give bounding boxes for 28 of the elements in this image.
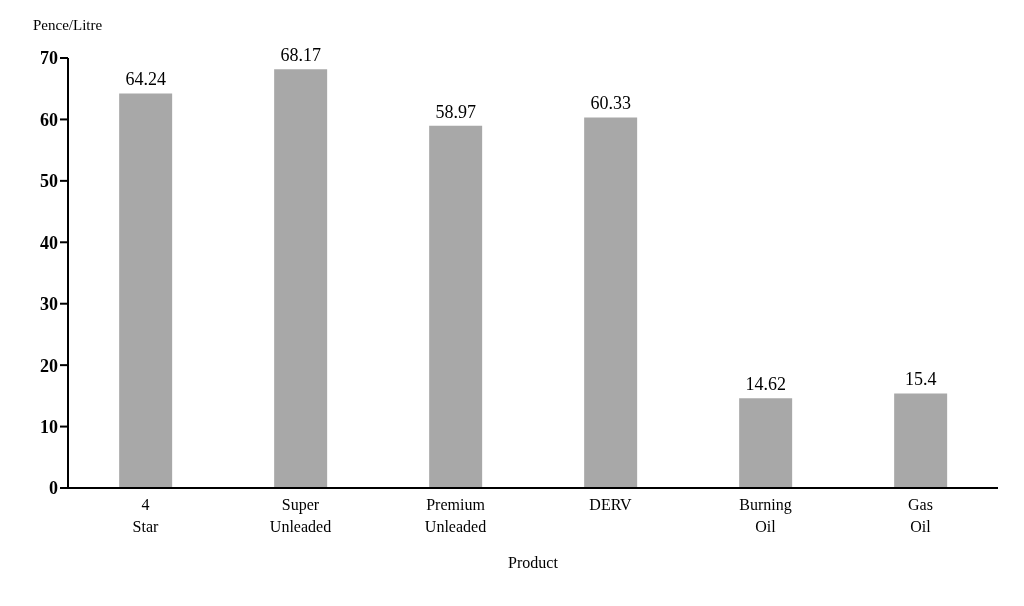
- x-axis-title: Product: [508, 554, 559, 571]
- bar: [894, 393, 948, 488]
- x-tick-label: Gas Oil: [908, 496, 933, 535]
- bar: [429, 125, 483, 488]
- y-tick-label: 30: [40, 294, 58, 315]
- y-tick-label: 40: [40, 232, 58, 253]
- data-label: 64.24: [125, 69, 166, 90]
- bar: [274, 69, 328, 488]
- y-tick-label: 0: [49, 478, 58, 499]
- data-label: 58.97: [435, 101, 476, 122]
- data-label: 68.17: [280, 45, 321, 66]
- data-label: 60.33: [590, 93, 631, 114]
- bar: [584, 117, 638, 488]
- x-tick-label: 4 Star: [132, 496, 160, 535]
- y-axis-title: Pence/Litre: [33, 17, 103, 33]
- x-tick-label: Burning Oil: [739, 496, 792, 535]
- x-tick-label: DERV: [589, 496, 633, 513]
- x-tick-label: Premium Unleaded: [424, 496, 487, 535]
- data-label: 14.62: [745, 374, 786, 395]
- data-label: 15.4: [904, 369, 937, 390]
- bar: [739, 398, 793, 488]
- y-tick-label: 70: [40, 48, 58, 69]
- y-tick-label: 60: [40, 109, 58, 130]
- y-tick-label: 20: [40, 355, 58, 376]
- x-tick-label: Super Unleaded: [269, 496, 332, 535]
- bar: [119, 93, 173, 488]
- y-tick-label: 50: [40, 171, 58, 192]
- y-tick-label: 10: [40, 416, 58, 437]
